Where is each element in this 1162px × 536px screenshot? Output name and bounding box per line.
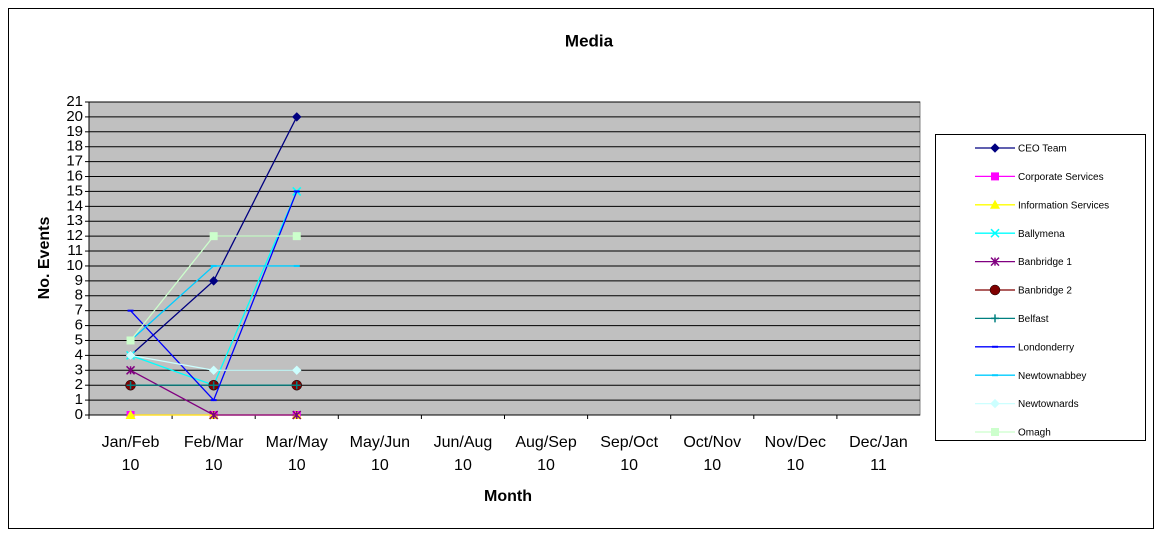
legend-label: Belfast: [1018, 314, 1049, 325]
marker: [208, 365, 219, 375]
legend-marker: [991, 428, 999, 436]
x-tick-label: Jun/Aug 10: [434, 434, 493, 474]
legend-marker: [990, 199, 1000, 209]
legend-marker: [991, 172, 999, 181]
marker: [292, 232, 301, 241]
marker: [209, 232, 218, 241]
legend-label: Information Services: [1018, 200, 1109, 211]
x-tick-label: Sep/Oct 10: [600, 434, 658, 474]
legend-label: Corporate Services: [1018, 172, 1104, 183]
y-tick-label: 13: [66, 212, 83, 229]
legend-label: Banbridge 2: [1018, 286, 1072, 297]
y-tick-label: 20: [66, 108, 83, 125]
marker: [292, 410, 302, 420]
y-tick-label: 10: [66, 257, 83, 274]
marker: [209, 410, 219, 420]
legend-label: Londonderry: [1018, 342, 1074, 353]
x-tick-label: Dec/Jan 11: [849, 434, 908, 474]
marker: [292, 381, 301, 390]
legend-label: Banbridge 1: [1018, 257, 1072, 268]
y-tick-label: 19: [66, 123, 83, 140]
legend-label: Newtownabbey: [1018, 371, 1086, 382]
x-tick-label: Oct/Nov 10: [683, 434, 741, 474]
y-tick-label: 5: [75, 331, 83, 348]
y-tick-label: 1: [75, 391, 83, 408]
marker: [209, 381, 218, 390]
legend-marker: [990, 257, 1000, 267]
legend-marker: [990, 398, 1000, 409]
x-tick-label: Aug/Sep 10: [515, 434, 576, 474]
y-tick-label: 0: [75, 406, 83, 423]
y-tick-label: 21: [66, 93, 83, 110]
x-tick-label: Mar/May 10: [266, 434, 328, 474]
y-tick-label: 11: [67, 242, 83, 259]
legend-label: Newtownards: [1018, 399, 1079, 410]
legend: [935, 134, 1146, 441]
y-tick-label: 15: [66, 182, 83, 199]
y-tick-label: 9: [75, 272, 83, 289]
y-tick-label: 12: [66, 227, 83, 244]
legend-marker: [989, 284, 1001, 296]
legend-label: CEO Team: [1018, 144, 1067, 155]
legend-marker: [990, 228, 1000, 238]
x-axis-label: Month: [484, 488, 532, 505]
marker: [126, 381, 135, 390]
marker: [292, 365, 302, 375]
marker: [126, 336, 135, 345]
y-tick-label: 6: [75, 317, 83, 334]
legend-label: Ballymena: [1018, 229, 1065, 240]
y-tick-label: 14: [66, 197, 83, 214]
marker: [208, 276, 219, 286]
y-tick-label: 8: [75, 287, 83, 304]
x-tick-label: Jan/Feb 10: [102, 434, 160, 474]
marker: [126, 365, 136, 375]
chart-title: Media: [565, 31, 614, 50]
legend-marker: [991, 314, 999, 323]
marker: [125, 410, 136, 419]
plot-area: [88, 101, 921, 416]
x-tick-label: Feb/Mar 10: [184, 434, 244, 474]
y-tick-label: 18: [66, 138, 83, 155]
legend-marker: [990, 143, 1000, 153]
marker: [292, 112, 302, 122]
y-tick-label: 16: [66, 167, 83, 184]
x-tick-label: May/Jun 10: [350, 434, 410, 474]
x-tick-label: Nov/Dec 10: [765, 434, 826, 474]
marker: [125, 350, 136, 361]
legend-label: Omagh: [1018, 428, 1051, 439]
y-tick-label: 7: [75, 302, 83, 319]
y-axis-label: No. Events: [36, 217, 53, 300]
y-tick-label: 2: [75, 376, 83, 393]
y-tick-label: 3: [75, 361, 83, 378]
y-tick-label: 17: [66, 153, 83, 170]
y-tick-label: 4: [75, 346, 83, 363]
